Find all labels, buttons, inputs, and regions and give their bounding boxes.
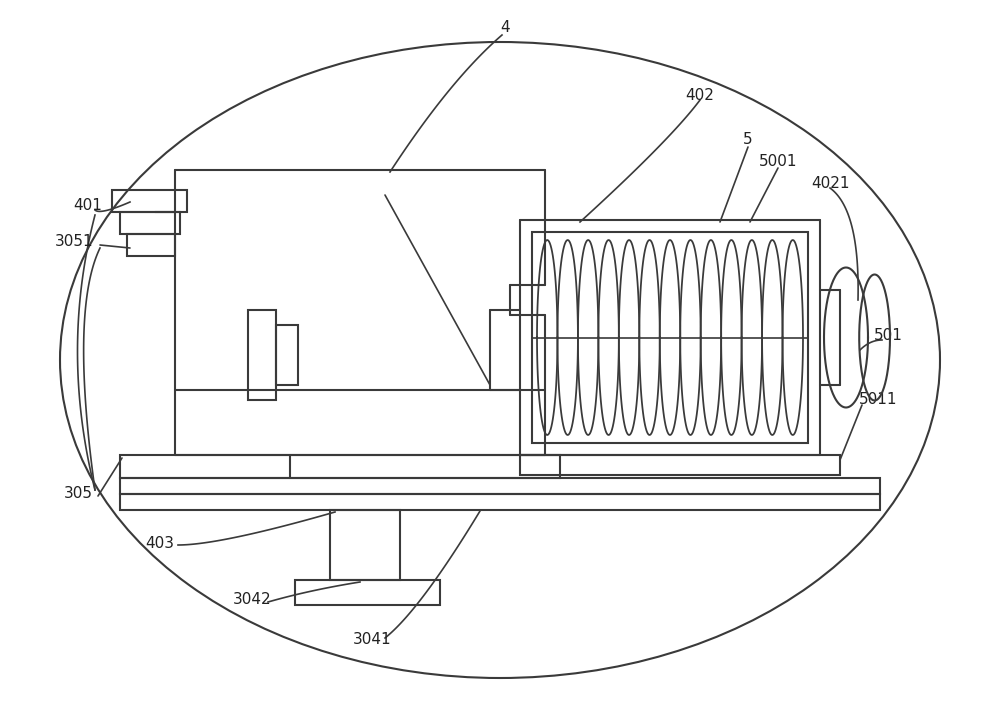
Bar xyxy=(127,234,175,256)
Text: 403: 403 xyxy=(146,536,175,551)
Text: 5001: 5001 xyxy=(759,155,797,170)
Bar xyxy=(120,494,880,510)
Text: 5: 5 xyxy=(743,132,753,147)
Text: 402: 402 xyxy=(686,87,714,102)
Bar xyxy=(120,212,180,234)
Text: 4: 4 xyxy=(500,21,510,36)
Text: 3051: 3051 xyxy=(55,235,93,249)
Bar xyxy=(276,325,298,385)
Bar xyxy=(532,232,808,443)
Bar xyxy=(295,580,440,605)
Text: 305: 305 xyxy=(64,486,92,501)
Bar xyxy=(120,455,560,478)
Text: 3042: 3042 xyxy=(233,593,271,607)
Bar xyxy=(248,310,276,400)
Bar xyxy=(120,478,880,494)
Text: 401: 401 xyxy=(74,198,102,213)
Text: 5011: 5011 xyxy=(859,392,897,407)
Bar xyxy=(112,190,187,212)
Bar xyxy=(330,510,400,580)
Bar xyxy=(520,455,840,475)
Text: 3041: 3041 xyxy=(353,632,391,647)
Text: 4021: 4021 xyxy=(811,175,849,190)
Text: 501: 501 xyxy=(874,327,902,342)
